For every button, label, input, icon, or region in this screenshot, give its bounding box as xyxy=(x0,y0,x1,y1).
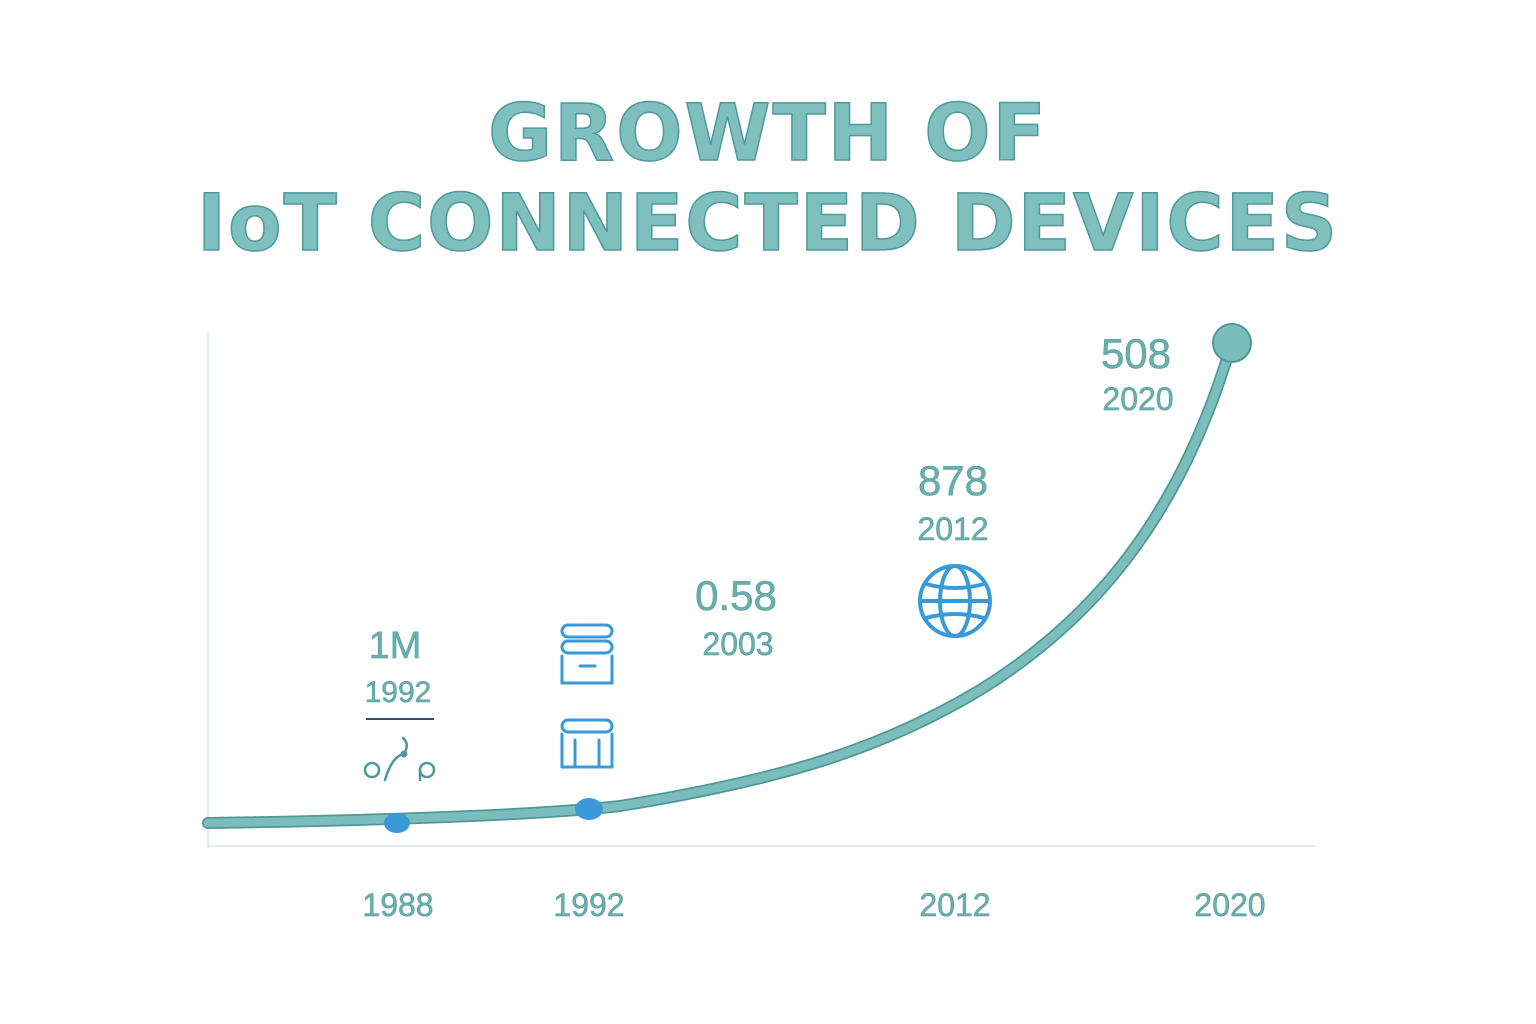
globe-icon xyxy=(918,564,992,638)
x-tick-label: 1992 xyxy=(553,887,624,923)
data-point-marker-1992 xyxy=(575,798,603,820)
year-label: 2003 xyxy=(702,626,773,662)
value-label: 508 xyxy=(1101,330,1171,377)
year-label: 1992 xyxy=(365,676,432,709)
value-label: 0.58 xyxy=(695,572,777,619)
server-stack-icon xyxy=(560,623,614,769)
chart-title-line-2: IoT CONNECTED DEVICES xyxy=(196,179,1340,269)
year-label: 2012 xyxy=(917,511,988,547)
growth-curve xyxy=(203,337,1237,828)
year-label: 2020 xyxy=(1102,381,1173,417)
data-point-marker-1988 xyxy=(384,813,410,833)
data-point-marker-2020 xyxy=(1212,323,1252,363)
sensor-nodes-icon xyxy=(363,736,436,782)
value-label: 878 xyxy=(918,457,988,504)
x-tick-label: 2020 xyxy=(1194,887,1265,923)
x-tick-label: 1988 xyxy=(362,887,433,923)
chart-title-line-1: GROWTH OF xyxy=(487,89,1048,179)
x-tick-label: 2012 xyxy=(919,887,990,923)
value-label: 1M xyxy=(369,625,422,667)
